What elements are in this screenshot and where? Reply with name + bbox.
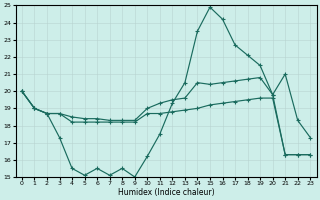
X-axis label: Humidex (Indice chaleur): Humidex (Indice chaleur) <box>118 188 214 197</box>
